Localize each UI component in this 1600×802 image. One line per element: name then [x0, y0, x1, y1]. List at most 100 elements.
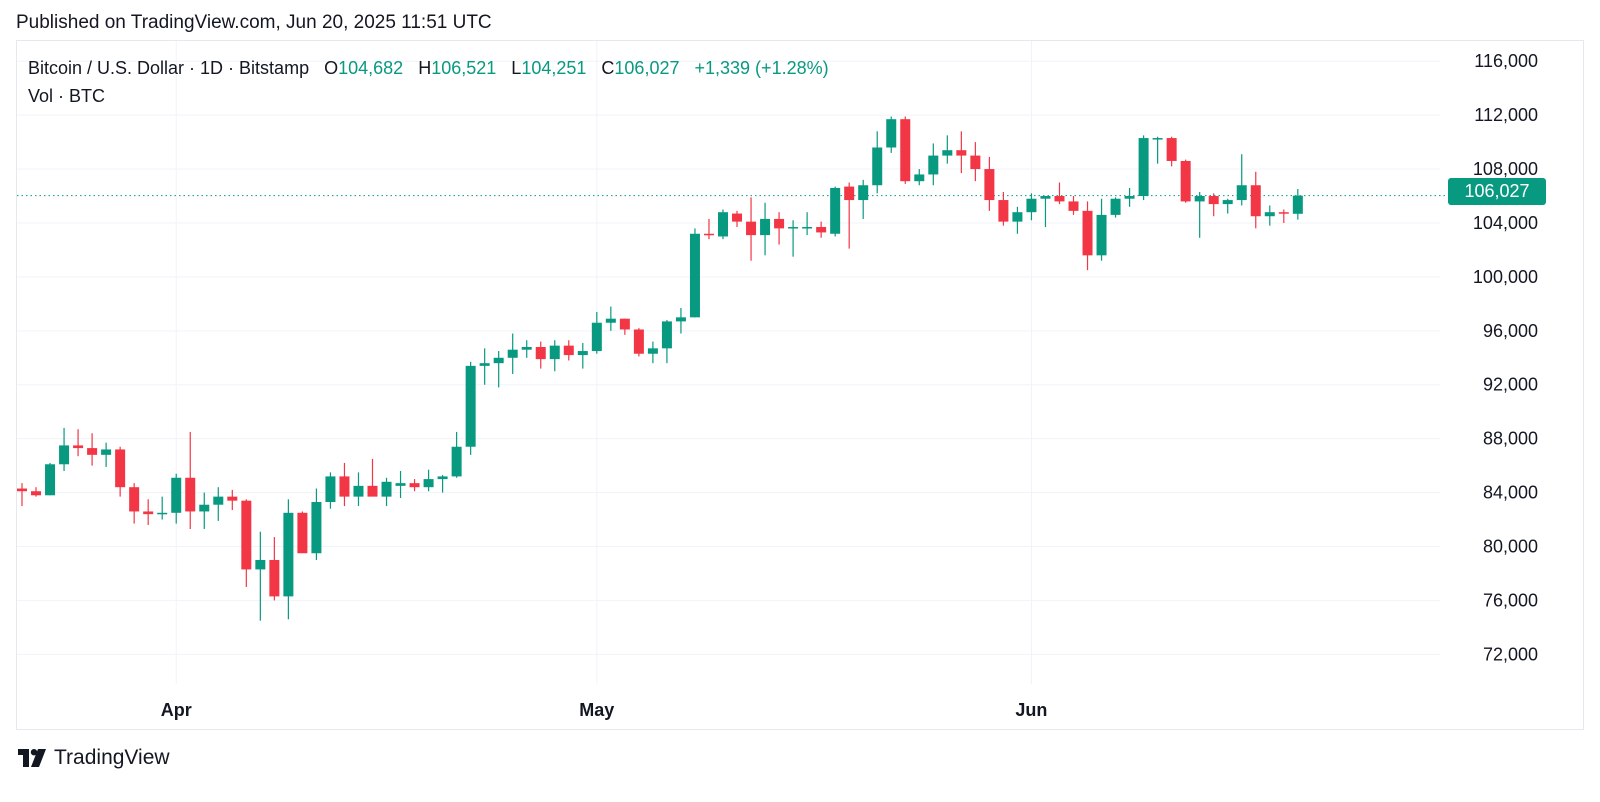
last-price-tag: 106,027	[1448, 178, 1546, 205]
chart-frame[interactable]	[16, 40, 1584, 730]
candle-body-up	[213, 496, 224, 505]
low-value: 104,251	[521, 58, 587, 78]
close-label: C	[601, 58, 615, 78]
candle-body-up	[479, 363, 490, 366]
candle-body-down	[1166, 138, 1177, 161]
candle-body-up	[1292, 195, 1303, 214]
x-tick-label: May	[579, 700, 614, 720]
high-label: H	[418, 58, 432, 78]
y-tick-label: 100,000	[1473, 267, 1538, 287]
y-tick-label: 108,000	[1473, 159, 1538, 179]
candle-body-up	[605, 318, 616, 323]
y-tick-label: 112,000	[1474, 105, 1538, 125]
candle-body-up	[507, 349, 518, 358]
candle-body-up	[858, 185, 869, 201]
volume-legend[interactable]: Vol · BTC	[28, 86, 106, 106]
candle-body-down	[900, 119, 911, 182]
symbol-name[interactable]: Bitcoin / U.S. Dollar · 1D · Bitstamp	[28, 58, 310, 78]
candle-body-up	[381, 481, 392, 497]
tradingview-logo[interactable]: TradingView	[18, 746, 170, 770]
candle-body-up	[1264, 212, 1275, 217]
candle-body-up	[661, 321, 672, 349]
candle-body-up	[1026, 198, 1037, 213]
candle-body-up	[1222, 200, 1233, 205]
candle-body-up	[59, 445, 70, 465]
candle-body-up	[830, 187, 841, 234]
open-label: O	[324, 58, 339, 78]
candle-body-up	[1040, 196, 1051, 199]
candle-body-up	[788, 227, 799, 229]
candle-body-up	[675, 317, 686, 322]
candle-body-up	[45, 464, 56, 496]
y-tick-label: 80,000	[1483, 537, 1538, 557]
candle-body-down	[746, 221, 757, 236]
candle-body-down	[409, 483, 420, 488]
chart-legend: Bitcoin / U.S. Dollar · 1D · Bitstamp O 1…	[28, 58, 829, 79]
candle-body-down	[339, 476, 350, 497]
candle-body-up	[1096, 214, 1107, 256]
candle-body-up	[465, 365, 476, 447]
candle-body-down	[703, 233, 714, 236]
candle-body-down	[1068, 201, 1079, 211]
candle-body-up	[157, 512, 168, 515]
candle-body-up	[437, 476, 448, 480]
candle-body-down	[87, 448, 98, 455]
candle-body-up	[928, 155, 939, 175]
candle-body-up	[914, 174, 925, 182]
candle-body-down	[129, 487, 140, 512]
y-tick-label: 84,000	[1483, 483, 1538, 503]
candle-body-up	[1236, 185, 1247, 201]
candle-body-down	[185, 477, 196, 512]
candle-body-up	[353, 485, 364, 497]
candle-body-down	[1054, 196, 1065, 202]
candle-body-up	[577, 351, 588, 356]
tradingview-brand: TradingView	[54, 746, 170, 769]
candle-body-down	[535, 346, 546, 360]
candle-body-down	[1180, 160, 1191, 202]
candle-body-down	[956, 150, 967, 156]
candle-body-up	[689, 233, 700, 318]
candle-body-down	[984, 169, 995, 201]
candle-body-down	[227, 496, 238, 501]
candle-body-up	[493, 357, 504, 364]
candle-body-up	[325, 476, 336, 503]
x-tick-label: Apr	[161, 700, 192, 720]
candle-body-down	[816, 227, 827, 233]
candle-body-up	[591, 322, 602, 352]
high-value: 106,521	[431, 58, 497, 78]
tradingview-logo-icon	[18, 749, 46, 767]
candle-body-down	[619, 318, 630, 330]
candle-body-down	[73, 445, 84, 449]
candle-body-up	[942, 150, 953, 156]
candle-body-up	[395, 483, 406, 486]
candle-body-up	[718, 212, 728, 237]
candle-body-up	[521, 346, 532, 350]
x-tick-label: Jun	[1015, 700, 1047, 720]
y-tick-label: 92,000	[1483, 375, 1538, 395]
candle-body-up	[1152, 138, 1163, 140]
candle-body-down	[844, 186, 855, 201]
candle-body-up	[311, 502, 322, 554]
candle-body-up	[451, 446, 462, 477]
candle-body-up	[760, 218, 771, 236]
candle-body-up	[1110, 198, 1121, 215]
candle-body-down	[633, 329, 644, 354]
candle-body-up	[647, 348, 658, 354]
candle-body-up	[1194, 196, 1205, 202]
candle-body-up	[255, 559, 266, 570]
change-value: +1,339 (+1.28%)	[694, 58, 829, 78]
candle-body-down	[970, 155, 981, 170]
candle-body-down	[563, 345, 574, 356]
candle-body-down	[1208, 196, 1219, 205]
candle-body-down	[774, 218, 785, 229]
close-value: 106,027	[614, 58, 680, 78]
candle-body-up	[549, 345, 560, 360]
candle-body-up	[802, 227, 813, 229]
candle-body-up	[872, 147, 883, 186]
candle-body-down	[1082, 210, 1093, 256]
candle-body-up	[101, 449, 112, 455]
candle-body-down	[1250, 185, 1261, 217]
y-tick-label: 116,000	[1474, 51, 1538, 71]
y-tick-label: 104,000	[1473, 213, 1538, 233]
